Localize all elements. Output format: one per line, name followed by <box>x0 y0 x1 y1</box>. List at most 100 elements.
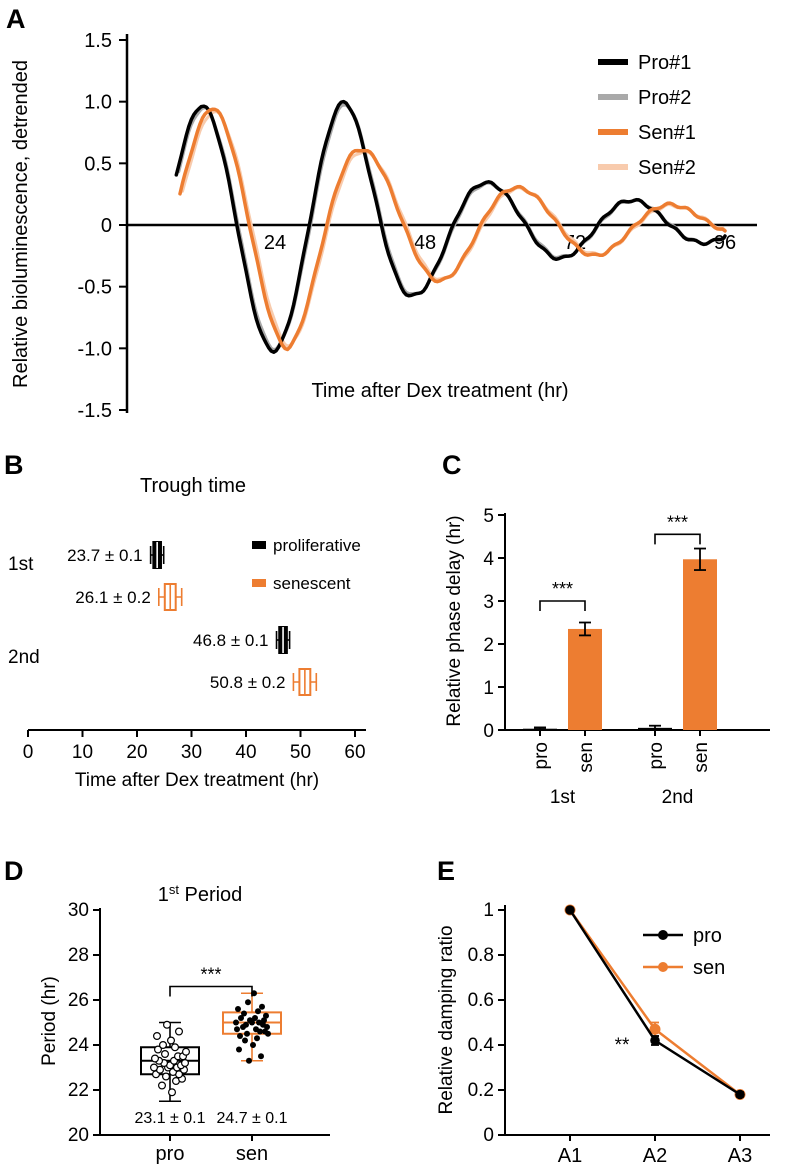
b-legend-swatch-senescent <box>252 579 266 587</box>
b-xtick-label: 60 <box>344 742 365 763</box>
d-point-sen <box>238 1015 244 1021</box>
b-xtick-label: 50 <box>290 742 311 763</box>
a-y-label: Relative bioluminescence, detrended <box>10 60 32 388</box>
d-point-pro <box>161 1050 170 1059</box>
panel-b-svg: Trough time 0 10 20 30 40 50 60 Time after Dex t… <box>8 475 366 791</box>
panel-e-svg: 0 0.2 0.4 0.6 0.8 1 Relative damping ratio A1 A2… <box>436 900 770 1167</box>
panel-b-letter: B <box>4 450 24 480</box>
c-bar-2nd-sen <box>683 559 717 730</box>
a-ytick-label: 0 <box>101 215 112 237</box>
d-point-sen <box>243 1021 249 1028</box>
e-ytick-label: 0.4 <box>468 1035 495 1056</box>
d-cat-label-sen: sen <box>236 1143 268 1165</box>
d-point-sen <box>241 1010 247 1017</box>
b-value-label-3: 50.8 ± 0.2 <box>210 673 286 692</box>
b-xtick-label: 40 <box>235 742 256 763</box>
d-point-sen <box>237 1033 243 1039</box>
c-bar-label-2: pro <box>646 742 667 769</box>
a-ytick-label: -1.5 <box>78 400 112 422</box>
d-point-sen <box>255 1008 261 1015</box>
d-ytick-label: 30 <box>68 900 89 921</box>
panel-c-svg: 0 1 2 3 4 5 Relative phase delay (hr) pro sen pro… <box>444 506 770 808</box>
d-point-pro <box>168 1088 177 1097</box>
d-ytick-label: 20 <box>68 1125 89 1146</box>
b-xtick-label: 20 <box>126 742 147 763</box>
panel-d-svg: 1st Period 20 22 24 26 28 30 Period (hr) 23.1 ± … <box>39 882 330 1165</box>
d-point-sen <box>252 1015 258 1021</box>
d-point-sen <box>259 1003 265 1010</box>
b-x-label: Time after Dex treatment (hr) <box>75 770 319 791</box>
d-point-sen <box>247 1017 253 1024</box>
d-ytick-label: 22 <box>68 1080 89 1101</box>
e-legend-label-sen: sen <box>693 957 725 979</box>
b-value-label-2: 46.8 ± 0.1 <box>193 631 269 650</box>
d-point-sen <box>250 1042 256 1048</box>
d-sig-stars: *** <box>200 965 221 985</box>
c-sig-stars-2nd: *** <box>667 512 688 532</box>
a-ytick-label: 0.5 <box>84 153 112 175</box>
d-point-pro <box>167 1036 176 1045</box>
e-sig-stars: ** <box>615 1035 630 1056</box>
d-point-pro <box>181 1059 190 1068</box>
b-title: Trough time <box>140 475 246 497</box>
d-point-sen <box>236 1046 242 1053</box>
d-point-sen <box>245 999 251 1006</box>
a-legend-label-Sen#2: Sen#2 <box>638 157 696 179</box>
a-ytick-label: 1.5 <box>84 30 112 52</box>
d-point-sen <box>242 1037 248 1044</box>
c-bar-1st-sen <box>568 628 602 730</box>
d-point-sen <box>244 1030 250 1037</box>
a-legend-label-Pro#2: Pro#2 <box>638 87 691 109</box>
d-point-sen <box>262 1028 268 1035</box>
panel-e-letter: E <box>437 856 456 886</box>
c-sig-bracket-2nd <box>654 533 701 545</box>
a-legend-label-Sen#1: Sen#1 <box>638 122 696 144</box>
d-point-pro <box>162 1072 171 1081</box>
a-legend-label-Pro#1: Pro#1 <box>638 52 691 74</box>
d-point-pro <box>163 1020 172 1029</box>
c-y-label: Relative phase delay (hr) <box>444 515 465 726</box>
a-curve-Sen#1 <box>178 107 727 352</box>
c-sig-bracket-1st <box>539 600 586 611</box>
d-point-pro <box>150 1063 159 1072</box>
d-point-pro <box>171 1043 180 1052</box>
d-point-sen <box>246 1057 252 1064</box>
d-point-pro <box>159 1041 168 1050</box>
d-mean-label-pro: 23.1 ± 0.1 <box>134 1110 205 1127</box>
e-xtick-label-A1: A1 <box>558 1145 582 1167</box>
d-point-pro <box>158 1081 167 1090</box>
a-curve-Pro#1 <box>174 99 727 354</box>
d-ytick-label: 24 <box>68 1035 90 1056</box>
e-point-pro-2 <box>735 1089 745 1100</box>
panel-c-letter: C <box>442 450 462 480</box>
b-xtick-label: 30 <box>181 742 202 763</box>
d-title: 1st Period <box>158 882 243 906</box>
b-row-label-2nd: 2nd <box>8 647 40 668</box>
e-xtick-label-A2: A2 <box>643 1145 667 1167</box>
c-ytick-label: 5 <box>483 506 494 527</box>
e-ytick-label: 0.2 <box>468 1080 494 1101</box>
d-point-sen <box>258 1053 264 1060</box>
e-ytick-label: 1 <box>483 900 494 921</box>
b-legend-swatch-proliferative <box>252 541 266 549</box>
d-sig-bracket <box>169 985 253 997</box>
panel-d-letter: D <box>4 856 24 886</box>
c-ytick-label: 3 <box>483 592 494 613</box>
d-point-pro <box>182 1047 191 1056</box>
c-ytick-label: 4 <box>483 549 494 570</box>
d-point-pro <box>151 1054 160 1063</box>
e-point-pro-1 <box>650 1035 660 1046</box>
a-xtick-label: 24 <box>264 232 286 254</box>
e-xtick-label-A3: A3 <box>728 1145 752 1167</box>
d-ytick-label: 28 <box>68 945 89 966</box>
a-ytick-label: 1.0 <box>84 92 112 114</box>
e-ytick-label: 0.6 <box>468 990 494 1011</box>
d-ytick-label: 26 <box>68 990 89 1011</box>
panel-a-letter: A <box>6 4 26 34</box>
b-row-label-1st: 1st <box>8 554 34 575</box>
a-xtick-label: 96 <box>714 232 736 254</box>
b-value-label-1: 26.1 ± 0.2 <box>75 588 151 607</box>
d-point-sen <box>233 1019 239 1026</box>
